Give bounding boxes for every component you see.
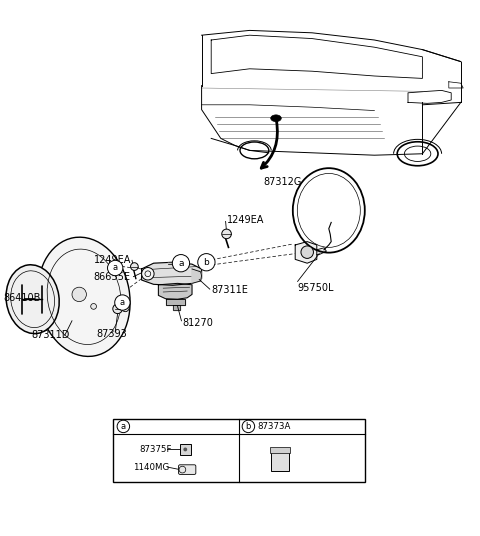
Text: 87373A: 87373A: [257, 422, 290, 431]
Text: a: a: [178, 259, 184, 267]
Circle shape: [113, 304, 122, 314]
Text: a: a: [120, 298, 125, 307]
Text: 81270: 81270: [182, 318, 213, 328]
Text: 87375F: 87375F: [139, 445, 172, 454]
Circle shape: [142, 267, 154, 280]
Circle shape: [117, 420, 130, 433]
Circle shape: [183, 448, 187, 451]
Circle shape: [242, 420, 254, 433]
Text: 87311E: 87311E: [211, 285, 248, 295]
Text: 95750L: 95750L: [298, 284, 334, 293]
Ellipse shape: [6, 265, 59, 333]
Ellipse shape: [271, 115, 281, 122]
Ellipse shape: [38, 237, 130, 356]
Circle shape: [131, 263, 138, 270]
Circle shape: [179, 466, 186, 473]
Text: 1140MG: 1140MG: [133, 463, 169, 472]
Circle shape: [72, 287, 86, 302]
Text: 87311D: 87311D: [31, 330, 70, 340]
Text: b: b: [246, 422, 251, 431]
Text: 86410B: 86410B: [4, 293, 41, 303]
Polygon shape: [142, 262, 202, 285]
Text: b: b: [204, 258, 209, 267]
Bar: [271, 447, 290, 453]
Text: 87393: 87393: [96, 329, 127, 339]
Ellipse shape: [120, 301, 130, 311]
Circle shape: [198, 254, 215, 271]
Circle shape: [222, 229, 231, 239]
Text: 87312G: 87312G: [263, 177, 301, 187]
FancyBboxPatch shape: [179, 465, 196, 474]
Bar: [113, 419, 365, 482]
Text: 1249EA: 1249EA: [227, 215, 264, 225]
Polygon shape: [317, 248, 326, 255]
Polygon shape: [158, 284, 192, 299]
Polygon shape: [166, 299, 185, 306]
Text: 86655E: 86655E: [94, 272, 131, 281]
Circle shape: [115, 295, 130, 310]
Text: a: a: [121, 422, 126, 431]
Circle shape: [108, 260, 123, 276]
Bar: [180, 444, 191, 455]
Polygon shape: [168, 262, 182, 264]
Text: a: a: [113, 264, 118, 272]
Polygon shape: [192, 269, 202, 284]
Text: 1249EA: 1249EA: [94, 255, 131, 265]
Polygon shape: [295, 242, 317, 263]
Circle shape: [301, 246, 313, 258]
Circle shape: [172, 255, 190, 272]
FancyBboxPatch shape: [272, 450, 289, 471]
Polygon shape: [173, 306, 180, 310]
Circle shape: [91, 303, 96, 309]
